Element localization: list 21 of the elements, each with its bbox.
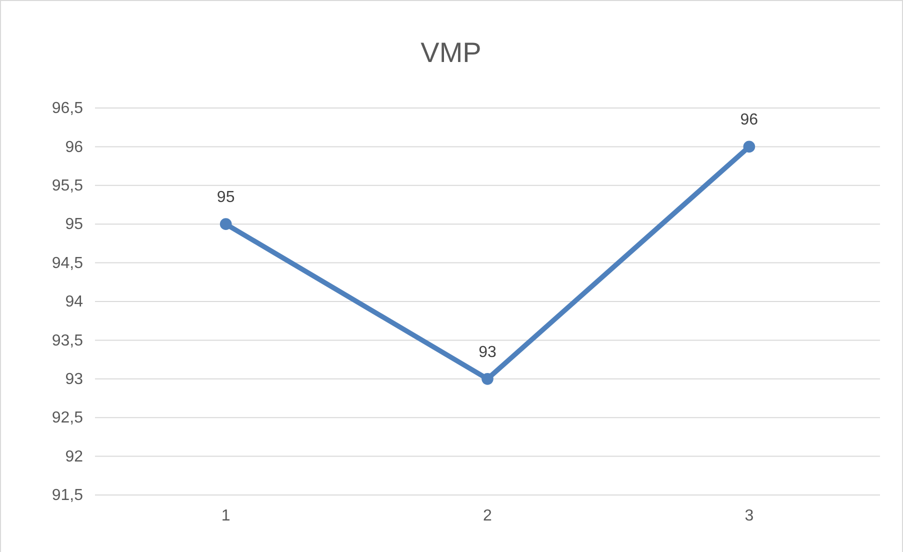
y-tick-label: 94 <box>65 294 84 311</box>
x-tick-label: 3 <box>744 507 754 524</box>
data-label: 96 <box>740 112 758 129</box>
y-tick-label: 94,5 <box>52 254 84 272</box>
point <box>220 218 232 230</box>
x-tick-label: 2 <box>483 507 492 524</box>
y-tick-label: 93 <box>65 371 84 388</box>
y-tick-label: 95,5 <box>52 178 84 195</box>
data-label: 95 <box>216 189 235 206</box>
y-tick-label: 92 <box>65 448 84 466</box>
y-tick-label: 95 <box>65 216 84 234</box>
chart-title: VMP <box>420 37 482 68</box>
y-tick-label: 91,5 <box>52 487 84 504</box>
x-tick-label: 1 <box>221 507 230 524</box>
point <box>743 140 756 153</box>
y-tick-label: 92,5 <box>52 410 84 427</box>
point <box>482 372 494 385</box>
y-tick-label: 96 <box>65 138 84 156</box>
y-tick-label: 93,5 <box>52 332 84 350</box>
data-label: 93 <box>478 344 496 361</box>
y-tick-label: 96,5 <box>52 100 84 118</box>
